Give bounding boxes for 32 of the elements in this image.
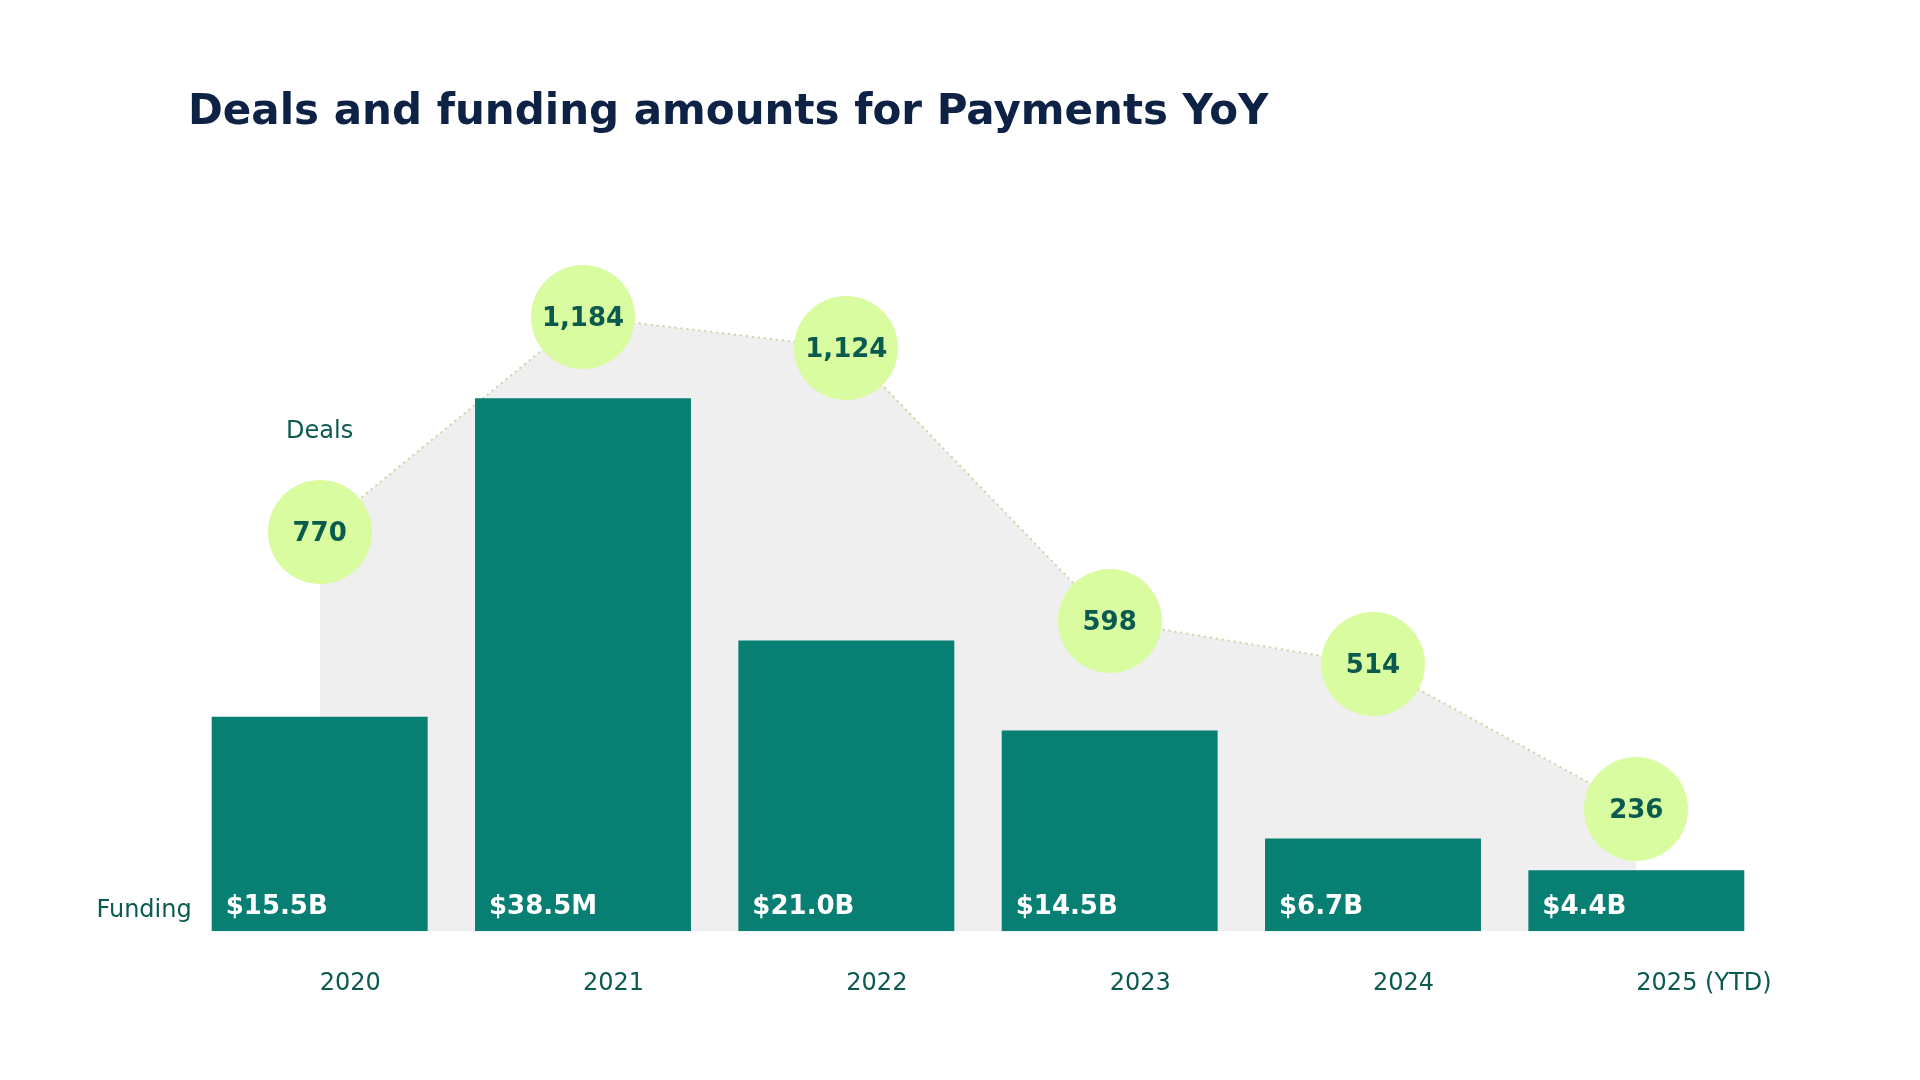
x-tick-label: 2020 [319,967,381,996]
circle-badge: 770 [267,479,372,584]
bar [1528,870,1745,932]
bar [1265,838,1481,932]
bar [475,398,691,932]
bar [738,640,955,932]
circle-badge: 1,184 [531,264,635,369]
data-label: 598 [1082,605,1137,636]
data-label: $14.5B [1015,889,1118,920]
bar [1001,730,1218,932]
series-label: Deals [286,415,354,444]
x-tick-label: 2025 (YTD) [1636,967,1772,996]
data-label: $4.4B [1542,889,1627,920]
circle-badge: 236 [1584,756,1689,861]
series-label: Funding [96,895,192,924]
chart-title: Deals and funding amounts for Payments YoY [188,85,1270,135]
bar [211,716,428,932]
data-label: $21.0B [752,889,855,920]
circle-badge: 514 [1321,612,1425,717]
data-label: 236 [1609,793,1664,824]
data-label: $38.5M [489,889,598,920]
data-label: 1,184 [541,301,625,332]
x-tick-label: 2021 [583,967,645,996]
x-tick-label: 2022 [846,967,908,996]
circle-badge: 1,124 [794,295,899,400]
data-label: $6.7B [1279,889,1363,920]
data-label: 514 [1345,649,1401,680]
data-label: 770 [292,516,347,547]
data-label: $15.5B [225,889,328,920]
x-tick-label: 2023 [1109,967,1171,996]
data-label: 1,124 [805,332,888,363]
x-tick-label: 2024 [1373,967,1435,996]
